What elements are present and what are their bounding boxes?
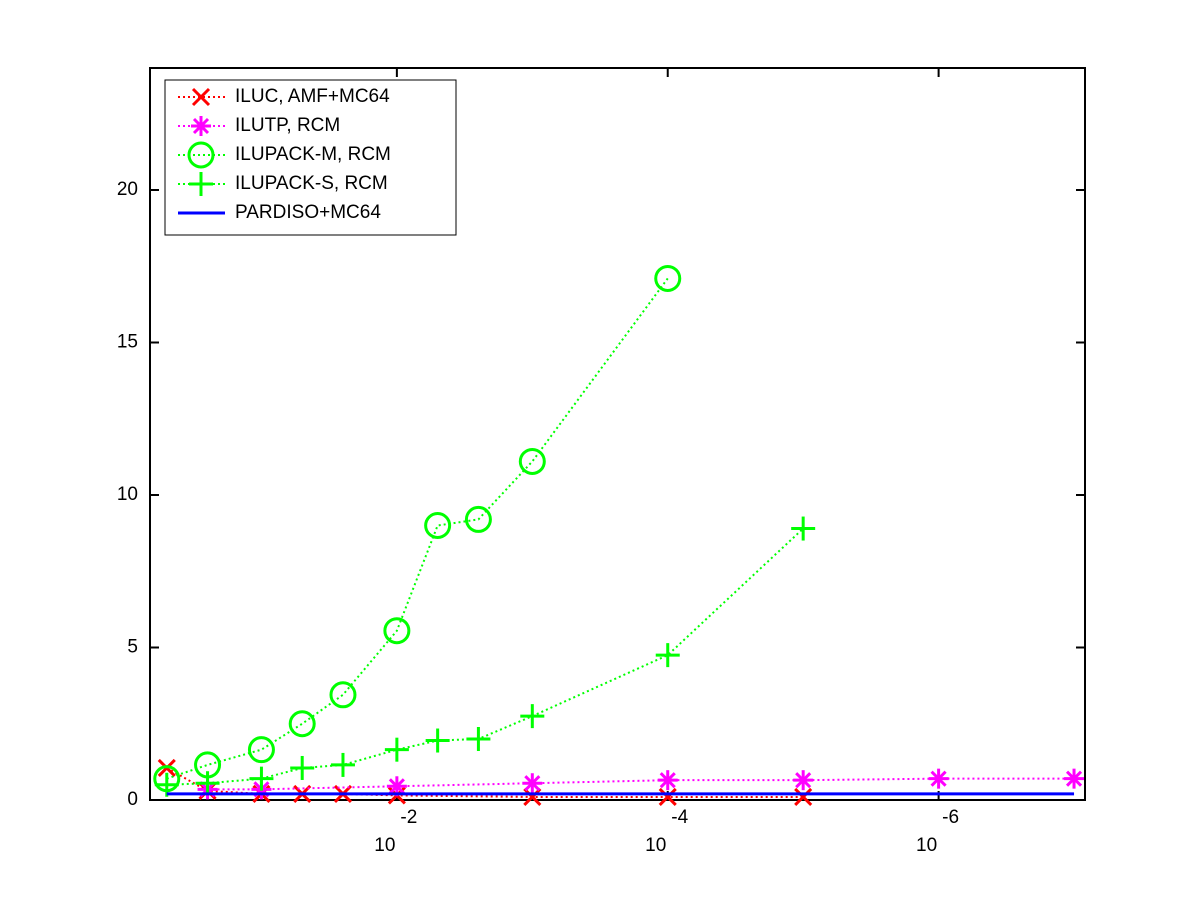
legend-label: ILUTP, RCM xyxy=(235,115,340,136)
marker xyxy=(386,776,407,797)
marker xyxy=(290,755,315,780)
marker-circle xyxy=(288,710,316,738)
plot-frame xyxy=(149,67,1086,801)
marker xyxy=(330,752,355,777)
series-line xyxy=(166,277,669,780)
marker xyxy=(247,736,275,764)
marker-circle xyxy=(464,505,492,533)
marker-stroke xyxy=(795,772,812,789)
legend-label: ILUPACK-M, RCM xyxy=(235,144,391,165)
marker xyxy=(329,681,357,709)
marker-stroke xyxy=(524,775,541,792)
marker-stroke xyxy=(192,117,210,135)
marker xyxy=(187,141,215,169)
marker xyxy=(288,710,316,738)
marker xyxy=(464,505,492,533)
y-tick-label: 20 xyxy=(117,179,138,200)
marker-circle xyxy=(187,141,215,169)
x-tick-label: 10 xyxy=(645,835,666,856)
marker xyxy=(466,727,491,751)
marker-stroke xyxy=(930,770,947,787)
marker xyxy=(794,787,813,807)
marker xyxy=(425,728,450,753)
marker-circle xyxy=(383,617,411,645)
marker xyxy=(522,773,543,794)
y-tick-label: 5 xyxy=(127,637,138,658)
marker-stroke xyxy=(658,787,677,807)
marker-stroke xyxy=(191,87,211,107)
y-tick-label: 0 xyxy=(127,789,138,810)
series-line xyxy=(166,767,804,798)
marker xyxy=(523,787,542,807)
marker-circle xyxy=(518,447,546,475)
marker xyxy=(520,704,545,729)
marker xyxy=(383,617,411,645)
series-line xyxy=(166,527,804,786)
marker-stroke xyxy=(523,787,542,807)
marker xyxy=(657,770,678,791)
marker-stroke xyxy=(659,772,676,789)
y-tick-label: 10 xyxy=(117,484,138,505)
y-tick-label: 15 xyxy=(117,332,138,353)
marker xyxy=(655,643,680,668)
legend-label: ILUC, AMF+MC64 xyxy=(235,86,390,107)
x-tick-label: 10 xyxy=(374,835,395,856)
marker xyxy=(793,770,814,791)
marker xyxy=(928,768,949,789)
marker-circle xyxy=(247,736,275,764)
x-tick-exponent: -6 xyxy=(942,807,959,828)
marker xyxy=(791,516,816,541)
marker-circle xyxy=(654,264,682,292)
marker xyxy=(189,172,213,196)
marker xyxy=(249,766,274,791)
marker xyxy=(518,447,546,475)
marker xyxy=(658,787,677,807)
marker-stroke xyxy=(1065,770,1083,787)
marker xyxy=(654,264,682,292)
x-tick-exponent: -2 xyxy=(400,807,417,828)
legend: ILUC, AMF+MC64 ILUTP, RCM ILUPACK-M, RCM IL… xyxy=(164,79,457,236)
marker-circle xyxy=(424,512,452,539)
legend-label: PARDISO+MC64 xyxy=(235,202,381,223)
marker-stroke xyxy=(388,778,405,795)
marker xyxy=(1064,768,1085,789)
x-tick-exponent: -4 xyxy=(671,807,688,828)
marker-circle xyxy=(329,681,357,709)
marker xyxy=(384,737,409,762)
x-tick-label: 10 xyxy=(916,835,937,856)
legend-label: ILUPACK-S, RCM xyxy=(235,173,388,194)
marker xyxy=(195,771,220,796)
marker xyxy=(424,512,452,539)
marker xyxy=(191,87,211,107)
marker-stroke xyxy=(794,787,813,807)
series-line xyxy=(207,777,1075,791)
marker xyxy=(191,116,211,136)
